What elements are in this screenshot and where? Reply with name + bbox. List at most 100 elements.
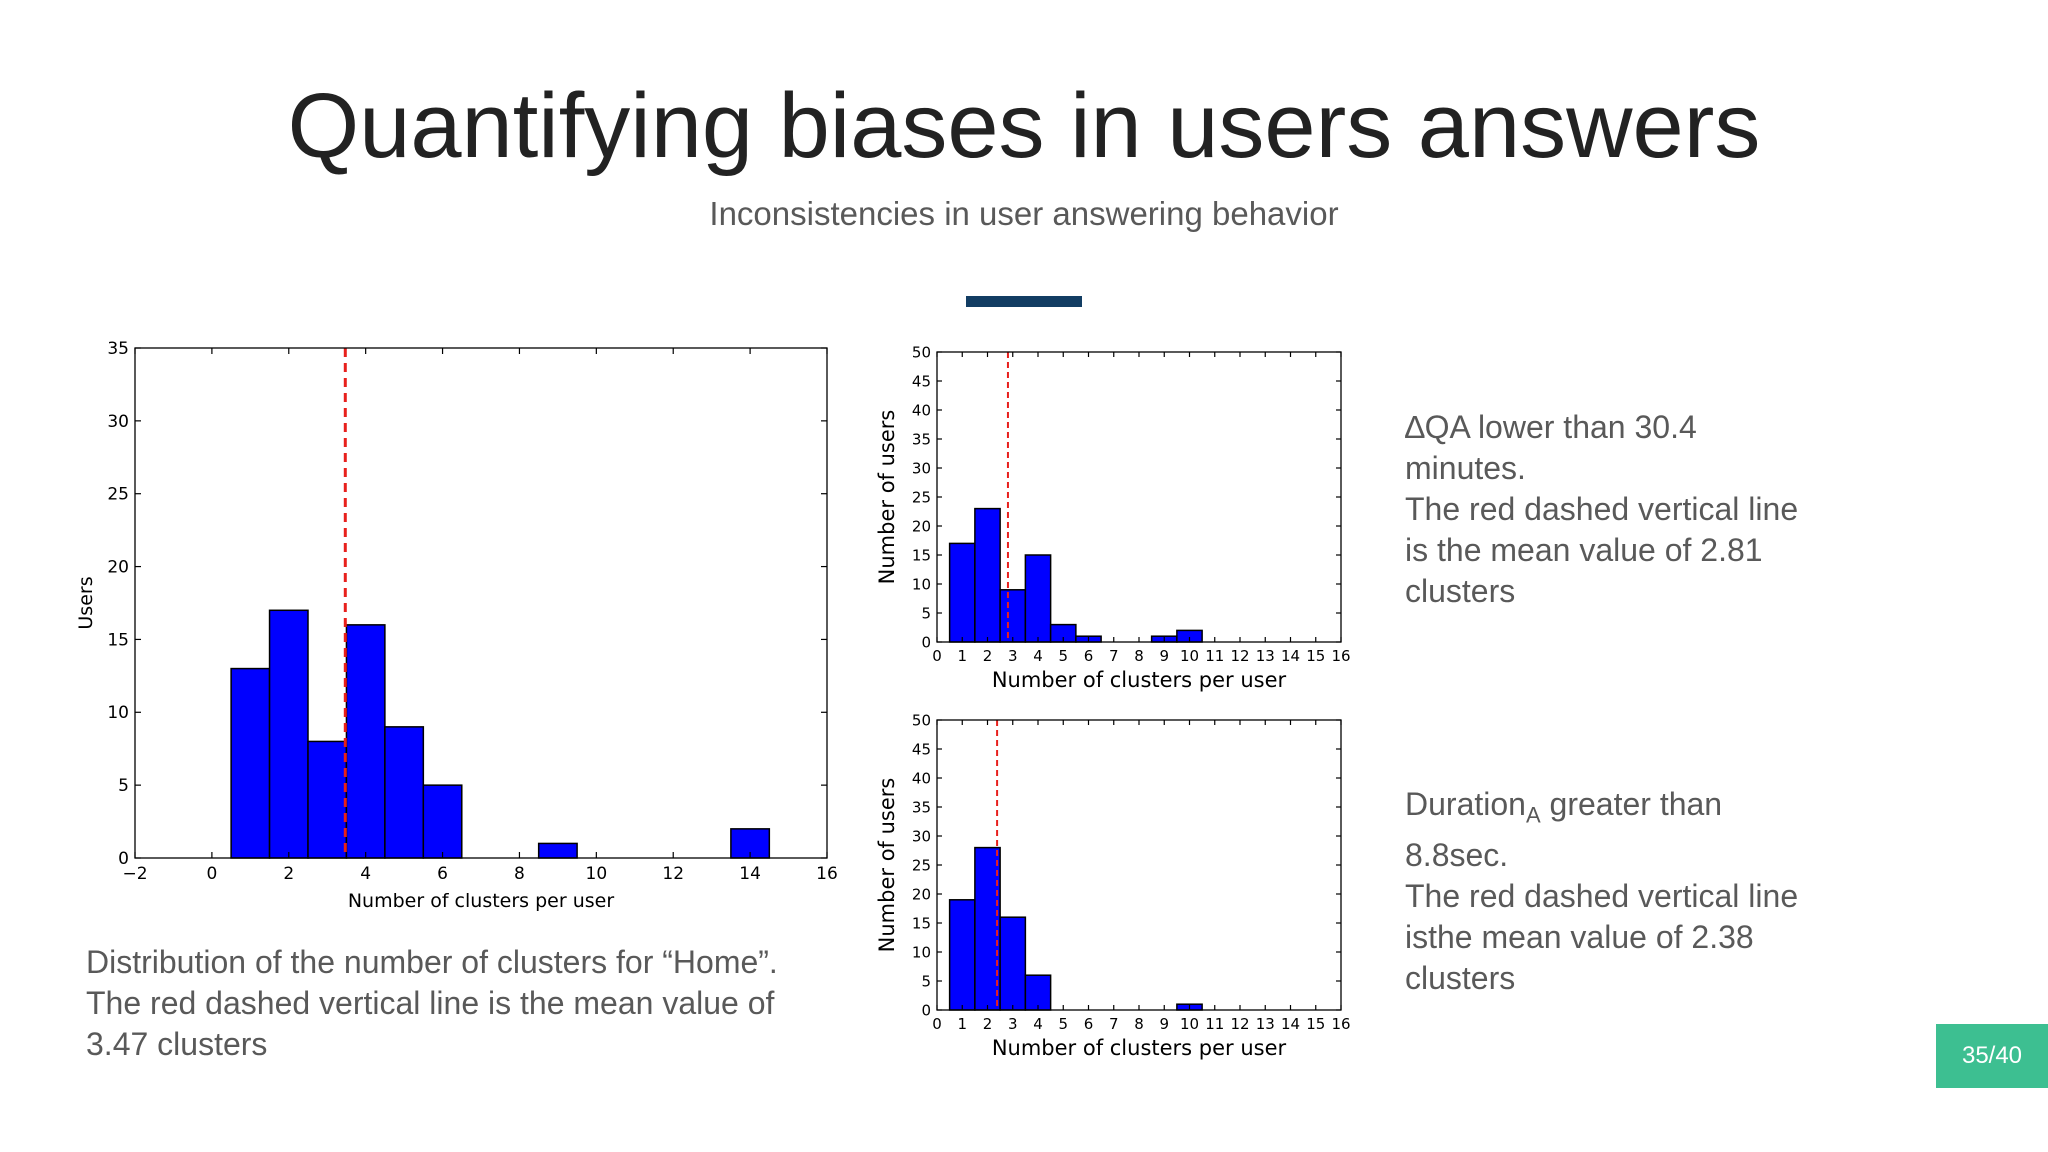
x-tick-label: −2	[122, 864, 147, 884]
bottom-right-caption: DurationA greater than 8.8sec. The red d…	[1405, 784, 1798, 999]
x-tick-label: 4	[360, 864, 371, 884]
duration-subscript: A	[1525, 802, 1541, 828]
x-tick-label: 14	[739, 864, 761, 884]
y-axis-label: Number of users	[875, 410, 899, 585]
y-tick-label: 0	[118, 849, 129, 869]
y-tick-label: 50	[912, 711, 931, 729]
x-tick-label: 6	[1084, 1015, 1094, 1033]
x-axis-label: Number of clusters per user	[348, 890, 615, 912]
caption-line: DurationA greater than	[1405, 784, 1798, 835]
caption-line: 8.8sec.	[1405, 837, 1509, 874]
y-axis-label: Users	[75, 576, 97, 629]
page-number-badge: 35/40	[1936, 1024, 2048, 1088]
y-tick-label: 5	[921, 604, 931, 622]
x-tick-label: 12	[1230, 647, 1249, 665]
x-tick-label: 10	[1180, 647, 1199, 665]
y-axis-label: Number of users	[875, 778, 899, 953]
histogram-bar	[307, 740, 348, 859]
caption-line: The red dashed vertical line is the mean…	[86, 985, 775, 1021]
x-tick-label: 6	[437, 864, 448, 884]
x-tick-label: 9	[1159, 1015, 1169, 1033]
x-axis-label: Number of clusters per user	[992, 1036, 1287, 1060]
x-tick-label: 12	[1230, 1015, 1249, 1033]
top-right-caption: ∆QA lower than 30.4 minutes. The red das…	[1405, 407, 1798, 612]
x-tick-label: 1	[957, 1015, 967, 1033]
y-tick-label: 20	[107, 558, 129, 578]
caption-line: is the mean value of 2.81	[1405, 532, 1763, 568]
y-tick-label: 30	[912, 827, 931, 845]
histogram-bar	[948, 542, 976, 643]
x-axis-label: Number of clusters per user	[992, 668, 1287, 692]
x-tick-label: 16	[1331, 647, 1350, 665]
x-tick-label: 7	[1109, 647, 1119, 665]
x-tick-label: 5	[1058, 647, 1068, 665]
y-tick-label: 15	[912, 914, 931, 932]
y-tick-label: 25	[912, 488, 931, 506]
x-tick-label: 16	[816, 864, 838, 884]
x-tick-label: 3	[1008, 1015, 1018, 1033]
x-tick-label: 2	[983, 647, 993, 665]
caption-line: minutes.	[1405, 450, 1526, 486]
y-tick-label: 35	[107, 339, 129, 359]
x-tick-label: 10	[586, 864, 608, 884]
histogram-bar	[948, 899, 976, 1011]
histogram-bar	[345, 624, 386, 859]
x-tick-label: 13	[1256, 1015, 1275, 1033]
y-tick-label: 45	[912, 740, 931, 758]
x-tick-label: 13	[1256, 647, 1275, 665]
y-tick-label: 5	[921, 972, 931, 990]
y-tick-label: 15	[912, 546, 931, 564]
histogram-bar	[422, 784, 463, 859]
histogram-bar	[974, 507, 1001, 643]
caption-line: The red dashed vertical line	[1405, 491, 1799, 527]
x-tick-label: 12	[662, 864, 684, 884]
x-tick-label: 15	[1306, 647, 1325, 665]
x-tick-label: 11	[1205, 1015, 1224, 1033]
caption-line: Distribution of the number of clusters f…	[86, 944, 778, 980]
x-tick-label: 6	[1084, 647, 1094, 665]
caption-line: clusters	[1405, 573, 1516, 609]
y-tick-label: 20	[912, 885, 931, 903]
y-tick-label: 15	[107, 630, 129, 650]
x-tick-label: 4	[1033, 647, 1043, 665]
y-tick-label: 20	[912, 517, 931, 535]
duration-label: Duration	[1405, 786, 1526, 822]
x-tick-label: 0	[932, 1015, 942, 1033]
x-tick-label: 4	[1033, 1015, 1043, 1033]
histogram-bar	[537, 842, 578, 859]
y-tick-label: 30	[107, 412, 129, 432]
caption-line: 3.47 clusters	[86, 1026, 268, 1062]
x-tick-label: 2	[983, 1015, 993, 1033]
histogram-bar	[999, 916, 1027, 1011]
y-tick-label: 35	[912, 430, 931, 448]
histogram-bar	[1024, 974, 1052, 1011]
x-tick-label: 8	[1134, 647, 1144, 665]
y-tick-label: 0	[921, 633, 931, 651]
histogram-bar	[268, 609, 309, 859]
y-tick-label: 40	[912, 769, 931, 787]
duration-rest: greater than	[1540, 786, 1723, 822]
caption-line: ∆QA lower than 30.4	[1405, 409, 1697, 445]
y-tick-label: 5	[118, 776, 129, 796]
x-tick-label: 5	[1058, 1015, 1068, 1033]
x-tick-label: 1	[957, 647, 967, 665]
histogram-bar	[230, 667, 271, 859]
left-chart-caption: Distribution of the number of clusters f…	[86, 942, 778, 1065]
caption-line: isthe mean value of 2.38	[1405, 919, 1754, 956]
y-tick-label: 40	[912, 401, 931, 419]
y-tick-label: 45	[912, 372, 931, 390]
x-tick-label: 11	[1205, 647, 1224, 665]
x-tick-label: 0	[932, 647, 942, 665]
duration-a-histogram-chart: 0 1 2 3 4 5 6 7 8 9 10 11 12 13 14 15 160510152025303540…	[875, 711, 1351, 1060]
y-tick-label: 10	[912, 943, 931, 961]
x-tick-label: 7	[1109, 1015, 1119, 1033]
y-tick-label: 10	[912, 575, 931, 593]
y-tick-label: 30	[912, 459, 931, 477]
x-tick-label: 0	[206, 864, 217, 884]
x-tick-label: 14	[1281, 647, 1300, 665]
x-tick-label: 15	[1306, 1015, 1325, 1033]
x-tick-label: 2	[283, 864, 294, 884]
y-tick-label: 10	[107, 703, 129, 723]
histogram-bar	[999, 589, 1027, 643]
